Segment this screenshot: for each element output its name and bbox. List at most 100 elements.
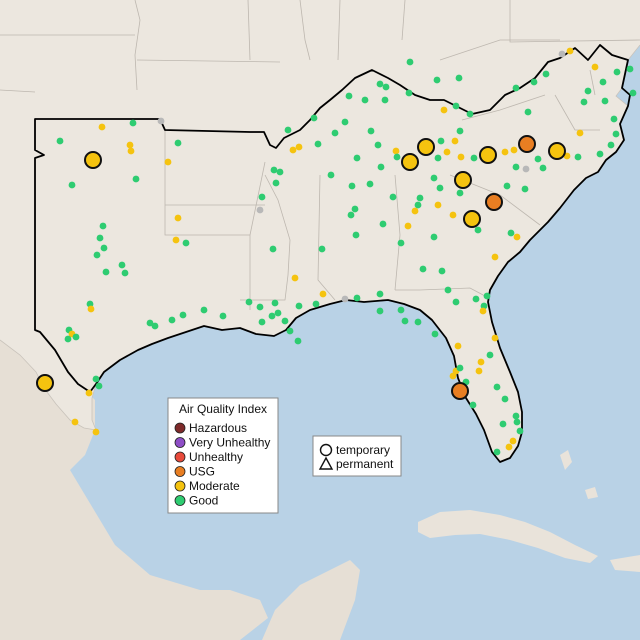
- monitor-marker[interactable]: [174, 139, 182, 147]
- monitor-marker[interactable]: [374, 141, 382, 149]
- monitor-marker[interactable]: [601, 97, 609, 105]
- monitor-marker[interactable]: [99, 222, 107, 230]
- monitor-marker[interactable]: [444, 286, 452, 294]
- monitor-marker[interactable]: [474, 226, 482, 234]
- monitor-marker[interactable]: [404, 222, 412, 230]
- monitor-marker[interactable]: [146, 319, 154, 327]
- monitor-marker[interactable]: [93, 251, 101, 259]
- monitor-marker[interactable]: [457, 153, 465, 161]
- monitor-marker[interactable]: [56, 137, 64, 145]
- monitor-marker[interactable]: [411, 207, 419, 215]
- monitor-marker[interactable]: [376, 307, 384, 315]
- monitor-marker[interactable]: [499, 420, 507, 428]
- monitor-marker[interactable]: [64, 335, 72, 343]
- temporary-monitor-marker[interactable]: [485, 193, 503, 211]
- monitor-marker[interactable]: [493, 448, 501, 456]
- monitor-marker[interactable]: [516, 427, 524, 435]
- monitor-marker[interactable]: [431, 330, 439, 338]
- monitor-marker[interactable]: [443, 148, 451, 156]
- monitor-marker[interactable]: [281, 317, 289, 325]
- monitor-marker[interactable]: [558, 50, 566, 58]
- temporary-monitor-marker[interactable]: [451, 382, 469, 400]
- monitor-marker[interactable]: [437, 137, 445, 145]
- monitor-marker[interactable]: [414, 201, 422, 209]
- monitor-marker[interactable]: [434, 154, 442, 162]
- monitor-marker[interactable]: [596, 150, 604, 158]
- monitor-marker[interactable]: [507, 229, 515, 237]
- monitor-marker[interactable]: [272, 179, 280, 187]
- monitor-marker[interactable]: [613, 68, 621, 76]
- monitor-marker[interactable]: [466, 110, 474, 118]
- temporary-monitor-marker[interactable]: [401, 153, 419, 171]
- monitor-marker[interactable]: [361, 96, 369, 104]
- monitor-marker[interactable]: [505, 443, 513, 451]
- monitor-marker[interactable]: [314, 140, 322, 148]
- monitor-marker[interactable]: [512, 412, 520, 420]
- monitor-marker[interactable]: [286, 327, 294, 335]
- monitor-marker[interactable]: [509, 437, 517, 445]
- monitor-marker[interactable]: [258, 318, 266, 326]
- monitor-marker[interactable]: [219, 312, 227, 320]
- monitor-marker[interactable]: [512, 163, 520, 171]
- monitor-marker[interactable]: [92, 375, 100, 383]
- monitor-marker[interactable]: [401, 317, 409, 325]
- monitor-marker[interactable]: [377, 163, 385, 171]
- monitor-marker[interactable]: [626, 65, 634, 73]
- monitor-marker[interactable]: [501, 395, 509, 403]
- monitor-marker[interactable]: [294, 337, 302, 345]
- monitor-marker[interactable]: [454, 342, 462, 350]
- monitor-marker[interactable]: [456, 127, 464, 135]
- monitor-marker[interactable]: [157, 117, 165, 125]
- monitor-marker[interactable]: [393, 153, 401, 161]
- monitor-marker[interactable]: [102, 268, 110, 276]
- monitor-marker[interactable]: [479, 307, 487, 315]
- monitor-marker[interactable]: [96, 234, 104, 242]
- monitor-marker[interactable]: [129, 119, 137, 127]
- monitor-marker[interactable]: [607, 141, 615, 149]
- monitor-marker[interactable]: [405, 89, 413, 97]
- monitor-marker[interactable]: [284, 126, 292, 134]
- monitor-marker[interactable]: [469, 401, 477, 409]
- monitor-marker[interactable]: [256, 303, 264, 311]
- monitor-marker[interactable]: [92, 428, 100, 436]
- monitor-marker[interactable]: [348, 182, 356, 190]
- monitor-marker[interactable]: [513, 233, 521, 241]
- monitor-marker[interactable]: [452, 102, 460, 110]
- monitor-marker[interactable]: [610, 115, 618, 123]
- monitor-marker[interactable]: [367, 127, 375, 135]
- monitor-marker[interactable]: [268, 312, 276, 320]
- monitor-marker[interactable]: [430, 233, 438, 241]
- monitor-marker[interactable]: [118, 261, 126, 269]
- monitor-marker[interactable]: [72, 333, 80, 341]
- monitor-marker[interactable]: [397, 306, 405, 314]
- monitor-marker[interactable]: [274, 309, 282, 317]
- monitor-marker[interactable]: [318, 245, 326, 253]
- monitor-marker[interactable]: [456, 364, 464, 372]
- monitor-marker[interactable]: [71, 418, 79, 426]
- monitor-marker[interactable]: [327, 171, 335, 179]
- monitor-marker[interactable]: [599, 78, 607, 86]
- monitor-marker[interactable]: [486, 351, 494, 359]
- monitor-marker[interactable]: [382, 83, 390, 91]
- monitor-marker[interactable]: [456, 189, 464, 197]
- monitor-marker[interactable]: [539, 164, 547, 172]
- monitor-marker[interactable]: [295, 302, 303, 310]
- monitor-marker[interactable]: [406, 58, 414, 66]
- temporary-monitor-marker[interactable]: [454, 171, 472, 189]
- monitor-marker[interactable]: [475, 367, 483, 375]
- monitor-marker[interactable]: [352, 231, 360, 239]
- monitor-marker[interactable]: [366, 180, 374, 188]
- monitor-marker[interactable]: [310, 114, 318, 122]
- monitor-marker[interactable]: [430, 174, 438, 182]
- monitor-marker[interactable]: [179, 311, 187, 319]
- monitor-marker[interactable]: [100, 244, 108, 252]
- monitor-marker[interactable]: [542, 70, 550, 78]
- monitor-marker[interactable]: [574, 153, 582, 161]
- monitor-marker[interactable]: [491, 334, 499, 342]
- monitor-marker[interactable]: [347, 211, 355, 219]
- monitor-marker[interactable]: [341, 295, 349, 303]
- monitor-marker[interactable]: [245, 298, 253, 306]
- monitor-marker[interactable]: [434, 201, 442, 209]
